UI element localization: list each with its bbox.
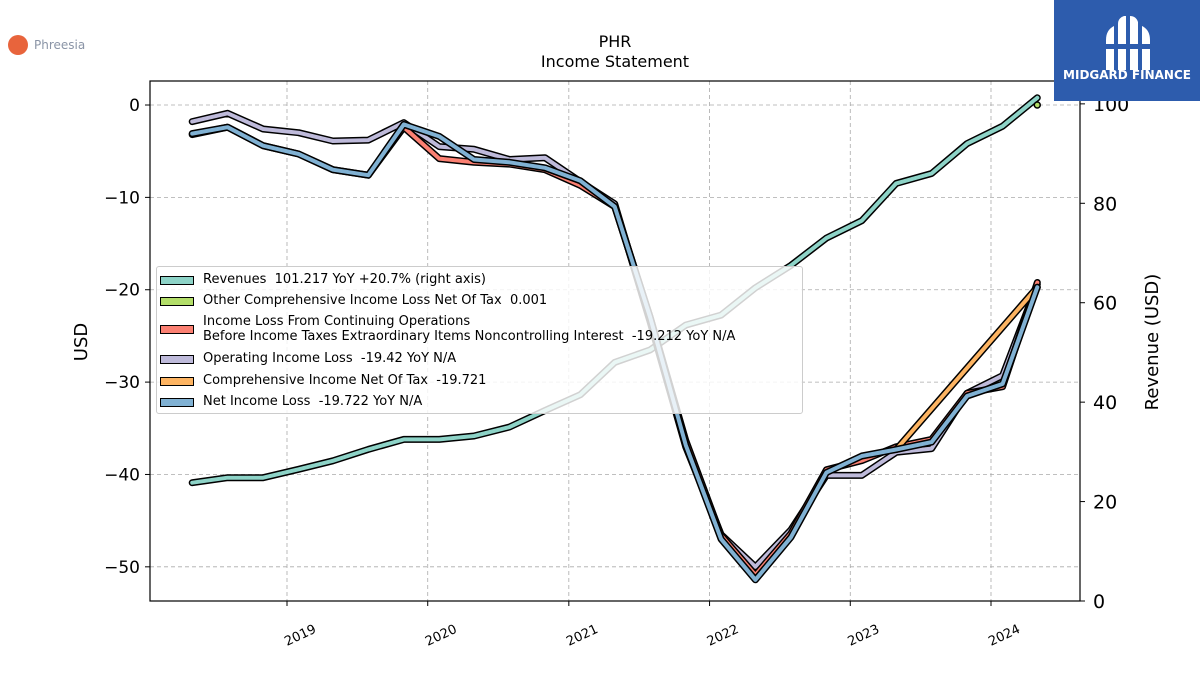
phreesia-logo: Phreesia bbox=[8, 35, 85, 55]
x-tick-label: 2023 bbox=[846, 622, 882, 650]
legend-label-comprehensive-income: Comprehensive Income Net Of Tax -19.721 bbox=[203, 373, 487, 388]
legend-swatch-net-income-loss bbox=[160, 398, 194, 407]
phreesia-logo-icon bbox=[8, 35, 28, 55]
y-left-tick-label: −50 bbox=[104, 558, 140, 578]
y-right-tick-label: 0 bbox=[1093, 591, 1105, 613]
series-line-comprehensive-income-net-of-tax bbox=[894, 285, 1040, 452]
legend-label-other-comprehensive-income: Other Comprehensive Income Loss Net Of T… bbox=[203, 293, 548, 308]
y-left-tick-label: −40 bbox=[104, 465, 140, 485]
y-right-tick-label: 40 bbox=[1093, 392, 1117, 414]
x-tick-label: 2020 bbox=[423, 622, 459, 650]
chart-title: PHR bbox=[599, 32, 632, 51]
y-right-tick-label: 80 bbox=[1093, 193, 1117, 215]
legend-label-net-income-loss: Net Income Loss -19.722 YoY N/A bbox=[203, 394, 423, 409]
y-left-tick-label: 0 bbox=[129, 96, 140, 116]
midgard-finance-logo: MIDGARD FINANCE bbox=[1054, 0, 1200, 101]
chart-legend: Revenues 101.217 YoY +20.7% (right axis)… bbox=[156, 266, 803, 414]
y-left-tick-label: −10 bbox=[104, 188, 140, 208]
legend-swatch-revenues bbox=[160, 276, 194, 285]
legend-swatch-operating-income-loss bbox=[160, 355, 194, 364]
legend-swatch-other-comprehensive-income bbox=[160, 297, 194, 306]
y-right-tick-label: 60 bbox=[1093, 293, 1117, 315]
y-axis-left-label: USD bbox=[71, 323, 92, 361]
legend-swatch-comprehensive-income bbox=[160, 377, 194, 386]
y-left-tick-label: −30 bbox=[104, 373, 140, 393]
x-tick-label: 2024 bbox=[986, 622, 1022, 650]
series-line-net-income-loss bbox=[190, 122, 1040, 582]
phreesia-logo-text: Phreesia bbox=[34, 38, 86, 52]
midgard-finance-logo-icon bbox=[1104, 16, 1152, 70]
legend-swatch-income-loss-continuing-ops bbox=[160, 325, 194, 334]
y-left-tick-label: −20 bbox=[104, 281, 140, 301]
legend-label-revenues: Revenues 101.217 YoY +20.7% (right axis) bbox=[203, 272, 486, 287]
legend-label-operating-income-loss: Operating Income Loss -19.42 YoY N/A bbox=[203, 351, 457, 366]
plot-frame bbox=[149, 80, 1081, 602]
series-point-other-comprehensive-income-loss-net-of-tax bbox=[1033, 101, 1042, 109]
x-tick-label: 2022 bbox=[705, 622, 741, 650]
chart-subtitle: Income Statement bbox=[541, 52, 689, 71]
legend-label-income-loss-continuing-ops: Income Loss From Continuing Operations B… bbox=[203, 314, 736, 344]
y-axis-right-label: Revenue (USD) bbox=[1142, 274, 1163, 411]
y-right-tick-label: 20 bbox=[1093, 492, 1117, 514]
x-tick-label: 2021 bbox=[564, 622, 600, 650]
midgard-finance-logo-text: MIDGARD FINANCE bbox=[1063, 68, 1191, 82]
x-tick-label: 2019 bbox=[282, 622, 318, 650]
